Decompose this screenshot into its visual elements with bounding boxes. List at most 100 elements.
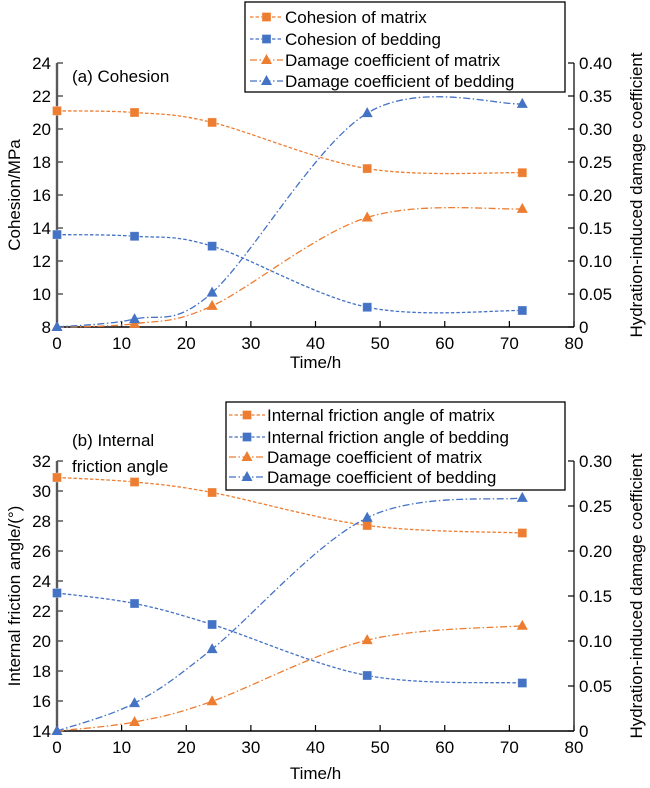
y-tick-label: 28: [32, 512, 51, 531]
legend-label: Cohesion of bedding: [285, 30, 441, 49]
data-point: [362, 302, 373, 313]
legend-label: Internal friction angle of matrix: [267, 406, 495, 425]
legend-box: [225, 401, 566, 491]
panel-label: (a) Cohesion: [72, 67, 169, 86]
x-tick-label: 30: [241, 334, 260, 353]
x-tick-label: 0: [52, 738, 61, 757]
series-damage-coefficient-of-matrix: [51, 619, 528, 735]
legend-item: Cohesion of bedding: [250, 30, 441, 49]
legend-label: Damage coefficient of matrix: [267, 448, 483, 467]
y2-axis-title: Hydration-induced damage coefficient: [627, 453, 646, 738]
y-tick-label: 18: [32, 153, 51, 172]
legend-item: Damage coefficient of matrix: [250, 51, 501, 70]
series-line: [56, 110, 523, 175]
y2-tick-label: 0.10: [579, 252, 612, 271]
data-point: [129, 598, 140, 609]
legend-square-marker: [242, 432, 252, 442]
y-tick-label: 20: [32, 120, 51, 139]
y-tick-label: 32: [32, 452, 51, 471]
data-point: [129, 716, 141, 726]
y-tick-label: 26: [32, 542, 51, 561]
y-tick-label: 12: [32, 252, 51, 271]
series-cohesion-of-matrix: [52, 105, 528, 178]
data-point: [361, 511, 373, 522]
y-tick-label: 20: [32, 632, 51, 651]
y2-tick-label: 0.30: [579, 452, 612, 471]
data-point: [51, 321, 63, 331]
data-point: [362, 520, 373, 531]
series-damage-coefficient-of-bedding: [51, 491, 528, 735]
x-tick-label: 80: [565, 738, 584, 757]
legend-triangle-marker: [261, 54, 272, 64]
x-tick-label: 60: [435, 738, 454, 757]
series-line: [56, 206, 523, 328]
y-tick-label: 16: [32, 692, 51, 711]
data-point: [52, 229, 62, 240]
data-point: [517, 305, 528, 316]
series-line: [56, 233, 523, 314]
x-tick-label: 70: [500, 738, 519, 757]
data-point: [207, 241, 218, 252]
y2-tick-label: 0.05: [579, 285, 612, 304]
legend-label: Cohesion of matrix: [285, 8, 427, 27]
x-tick-label: 40: [306, 738, 325, 757]
legend-item: Damage coefficient of bedding: [229, 468, 496, 487]
data-point: [516, 97, 528, 108]
data-point: [52, 105, 62, 116]
data-point: [517, 167, 528, 178]
legend-item: Internal friction angle of bedding: [229, 428, 509, 447]
data-point: [206, 695, 218, 706]
data-point: [52, 472, 62, 483]
y2-tick-label: 0.15: [579, 219, 612, 238]
y2-tick-label: 0.20: [579, 186, 612, 205]
legend-square-marker: [261, 12, 272, 22]
data-point: [361, 211, 373, 222]
data-point: [129, 231, 140, 242]
x-tick-label: 0: [52, 334, 61, 353]
y-tick-label: 30: [32, 482, 51, 501]
data-point: [362, 163, 373, 174]
y-axis-title: Internal friction angle/(°): [5, 506, 24, 687]
data-point: [362, 670, 373, 681]
legend: Cohesion of matrix Cohesion of bedding Dam…: [244, 1, 566, 93]
series-line: [56, 625, 523, 732]
x-tick-label: 30: [241, 738, 260, 757]
y-tick-label: 24: [32, 54, 51, 73]
legend-item: Damage coefficient of bedding: [250, 72, 514, 91]
y-tick-label: 22: [32, 602, 51, 621]
legend-item: Internal friction angle of matrix: [229, 406, 495, 425]
panel-label: (b) Internal: [72, 431, 154, 450]
series-cohesion-of-bedding: [52, 229, 528, 316]
chart-cohesion: 8 10 12 14 16 18 20 22 24 0 0.05 0.10 0.15 0.20 0.25 0.…: [5, 1, 646, 372]
y2-tick-label: 0.30: [579, 120, 612, 139]
series-damage-coefficient-of-bedding: [51, 96, 528, 331]
y-tick-label: 8: [42, 318, 51, 337]
x-tick-label: 20: [177, 334, 196, 353]
series-internal-friction-angle-of-bedding: [52, 588, 528, 688]
x-tick-label: 40: [306, 334, 325, 353]
legend-square-marker: [261, 34, 272, 44]
data-point: [129, 477, 140, 487]
data-point: [129, 107, 140, 118]
data-point: [207, 487, 218, 498]
y-tick-label: 14: [32, 219, 51, 238]
y-tick-label: 18: [32, 662, 51, 681]
data-point: [207, 619, 218, 630]
x-tick-label: 70: [500, 334, 519, 353]
legend-item: Damage coefficient of matrix: [229, 448, 483, 467]
y2-tick-label: 0.25: [579, 497, 612, 516]
legend-box: [244, 1, 566, 93]
series-line: [56, 592, 523, 684]
y-tick-label: 14: [32, 722, 51, 741]
data-point: [361, 107, 373, 118]
data-point: [517, 678, 528, 688]
data-point: [361, 634, 373, 645]
y-tick-label: 22: [32, 87, 51, 106]
series-line: [56, 497, 523, 732]
data-point: [51, 725, 63, 735]
data-point: [206, 643, 218, 654]
legend-label: Damage coefficient of bedding: [285, 72, 514, 91]
x-tick-label: 50: [371, 738, 390, 757]
legend-triangle-marker: [261, 75, 272, 85]
y2-tick-label: 0: [579, 722, 588, 741]
